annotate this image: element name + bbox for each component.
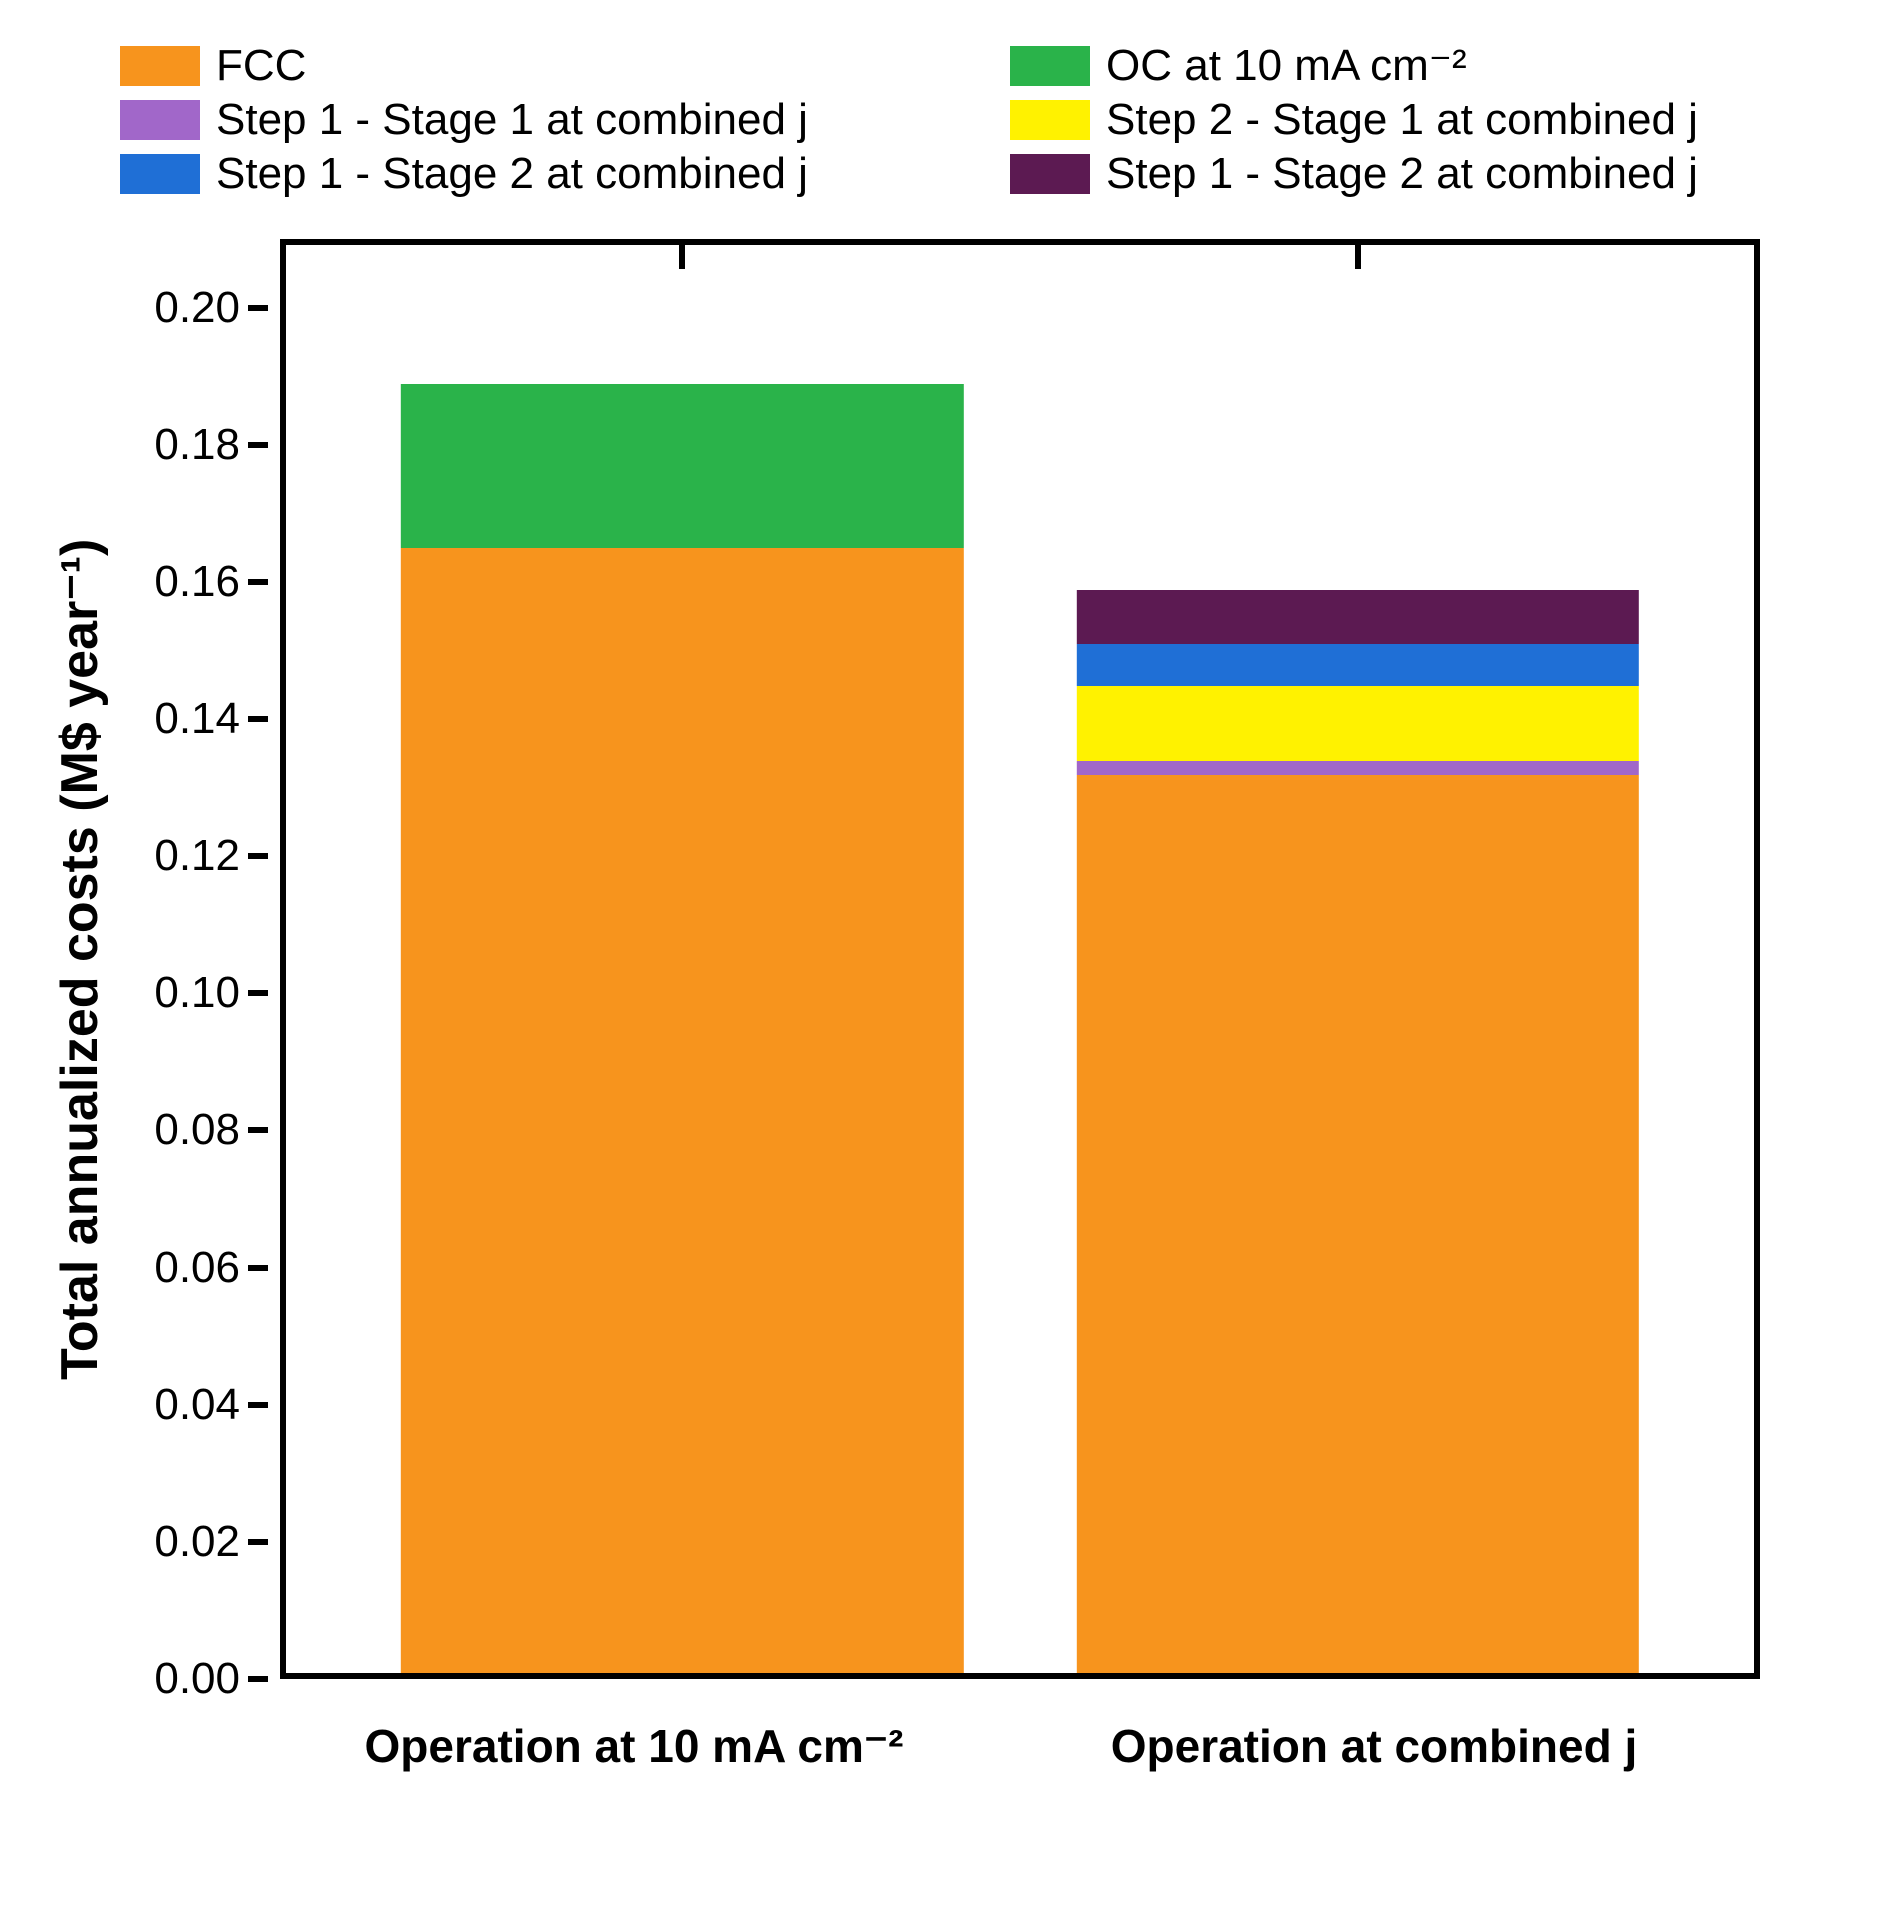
y-tick: 0.14 [154,694,268,744]
legend-item: Step 1 - Stage 2 at combined j [120,149,970,199]
legend-swatch [120,46,200,86]
y-tick-label: 0.16 [154,557,240,607]
legend-item: OC at 10 mA cm⁻² [1010,40,1860,91]
y-tick-mark [248,716,268,722]
y-tick-label: 0.14 [154,694,240,744]
y-tick: 0.00 [154,1654,268,1704]
y-tick-mark [248,1265,268,1271]
y-tick-label: 0.06 [154,1243,240,1293]
plot-frame [280,239,1760,1679]
y-tick: 0.02 [154,1517,268,1567]
y-tick-mark [248,853,268,859]
legend-item: Step 2 - Stage 1 at combined j [1010,95,1860,145]
y-tick: 0.08 [154,1105,268,1155]
x-tick-top [1355,245,1361,269]
x-axis-category-label: Operation at 10 mA cm⁻² [264,1719,1004,1773]
y-tick-mark [248,1402,268,1408]
y-tick-label: 0.20 [154,283,240,333]
bar-group [1076,590,1638,1673]
y-tick: 0.16 [154,557,268,607]
legend-label: Step 2 - Stage 1 at combined j [1106,95,1698,145]
bar-group [401,384,963,1673]
y-tick-label: 0.00 [154,1654,240,1704]
bar-segment-FCC [401,548,963,1673]
y-tick-mark [248,305,268,311]
bars-layer [286,245,1754,1673]
y-tick-label: 0.02 [154,1517,240,1567]
bar-segment-S2S1 [1076,686,1638,761]
legend-label: OC at 10 mA cm⁻² [1106,40,1467,91]
y-tick-label: 0.12 [154,831,240,881]
legend: FCC OC at 10 mA cm⁻² Step 1 - Stage 1 at c… [120,40,1860,199]
legend-swatch [1010,154,1090,194]
legend-label: Step 1 - Stage 2 at combined j [216,149,808,199]
legend-swatch [120,154,200,194]
bar-segment-S1S1 [1076,761,1638,775]
legend-item: FCC [120,40,970,91]
legend-item: Step 1 - Stage 2 at combined j [1010,149,1860,199]
y-tick-mark [248,1539,268,1545]
figure: FCC OC at 10 mA cm⁻² Step 1 - Stage 1 at c… [40,40,1860,1773]
y-tick-mark [248,442,268,448]
bar-segment-FCC [1076,775,1638,1673]
y-tick-mark [248,1676,268,1682]
legend-swatch [1010,100,1090,140]
chart-area: Total annualized costs (M$ year⁻¹) 0.000… [40,239,1860,1679]
x-axis-labels: Operation at 10 mA cm⁻²Operation at comb… [264,1719,1744,1773]
legend-item: Step 1 - Stage 1 at combined j [120,95,970,145]
y-tick-label: 0.10 [154,968,240,1018]
y-tick: 0.06 [154,1243,268,1293]
bar-segment-OC10 [401,384,963,549]
legend-swatch [120,100,200,140]
y-tick-mark [248,579,268,585]
y-axis-label: Total annualized costs (M$ year⁻¹) [40,239,120,1679]
y-axis: 0.000.020.040.060.080.100.120.140.160.18… [120,239,280,1679]
bar-segment-S1S2a [1076,644,1638,685]
y-tick: 0.12 [154,831,268,881]
y-tick: 0.18 [154,420,268,470]
bar-segment-S1S2b [1076,590,1638,645]
x-axis-category-label: Operation at combined j [1004,1719,1744,1773]
legend-label: Step 1 - Stage 1 at combined j [216,95,808,145]
y-tick: 0.04 [154,1380,268,1430]
y-tick-label: 0.04 [154,1380,240,1430]
y-tick: 0.20 [154,283,268,333]
legend-label: Step 1 - Stage 2 at combined j [1106,149,1698,199]
y-tick-mark [248,990,268,996]
y-tick-mark [248,1127,268,1133]
y-tick-label: 0.18 [154,420,240,470]
legend-label: FCC [216,41,306,91]
y-tick-label: 0.08 [154,1105,240,1155]
x-tick-top [679,245,685,269]
y-tick: 0.10 [154,968,268,1018]
legend-swatch [1010,46,1090,86]
